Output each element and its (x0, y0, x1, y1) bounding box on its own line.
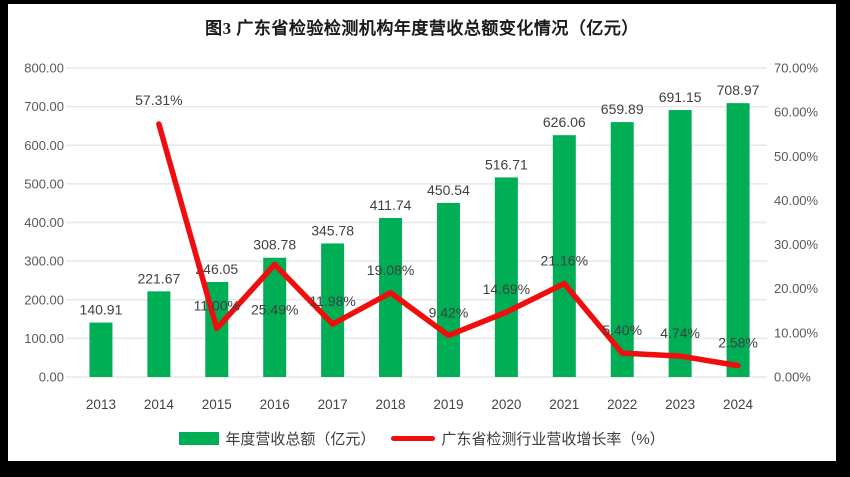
right-axis-tick-30: 30.00% (774, 237, 819, 252)
chart-title: 图3 广东省检验检测机构年度营收总额变化情况（亿元） (205, 19, 639, 38)
bar-2019 (436, 202, 460, 377)
x-label-2023: 2023 (665, 397, 695, 412)
right-axis-tick-70: 70.00% (774, 61, 819, 76)
bar-label-2022: 659.89 (601, 101, 644, 117)
growth-label-2019: 9.42% (429, 304, 469, 320)
x-label-2024: 2024 (723, 397, 754, 412)
legend-label-revenue: 年度营收总额（亿元） (225, 431, 376, 448)
left-axis-tick-200: 200.00 (24, 292, 64, 307)
bar-label-2019: 450.54 (427, 182, 470, 198)
growth-label-2017: 11.98% (309, 293, 355, 309)
legend-label-growth: 广东省检测行业营收增长率（%） (441, 431, 665, 448)
bar-2024 (726, 103, 750, 377)
x-label-2018: 2018 (376, 397, 406, 412)
right-axis-tick-50: 50.00% (774, 149, 819, 164)
bar-legend-swatch (179, 432, 220, 445)
left-axis-tick-600: 600.00 (24, 138, 64, 153)
growth-label-2022: 5.40% (602, 322, 642, 338)
growth-label-2024: 2.58% (718, 335, 758, 351)
bar-2016 (263, 257, 287, 377)
x-label-2021: 2021 (549, 397, 579, 412)
x-label-2017: 2017 (318, 397, 348, 412)
left-axis-tick-300: 300.00 (24, 254, 64, 269)
x-label-2020: 2020 (491, 397, 521, 412)
bar-2022 (610, 122, 634, 377)
bar-2018 (379, 217, 403, 377)
bar-label-2014: 221.67 (137, 270, 180, 286)
left-axis-tick-800: 800.00 (24, 61, 64, 76)
bar-label-2017: 345.78 (311, 222, 354, 238)
left-axis-tick-0: 0.00 (39, 370, 64, 385)
bar-2021 (552, 135, 576, 377)
bar-label-2021: 626.06 (543, 114, 586, 130)
growth-label-2023: 4.74% (660, 325, 700, 341)
chart-panel: 图3 广东省检验检测机构年度营收总额变化情况（亿元） 0.00 100.00 200… (8, 4, 836, 461)
bar-2017 (321, 243, 345, 377)
right-axis-tick-20: 20.00% (774, 281, 819, 296)
bar-2023 (668, 110, 692, 378)
bar-label-2024: 708.97 (717, 82, 760, 98)
right-axis-tick-10: 10.00% (774, 325, 819, 340)
growth-line (156, 121, 741, 369)
growth-label-2018: 19.08% (367, 262, 414, 278)
right-axis-tick-60: 60.00% (774, 105, 819, 120)
growth-label-2015: 11.00% (194, 297, 240, 313)
left-axis-tick-100: 100.00 (24, 331, 64, 346)
left-axis-tick-400: 400.00 (24, 215, 64, 230)
x-label-2014: 2014 (144, 397, 175, 412)
growth-label-2020: 14.69% (483, 281, 530, 297)
bar-label-2013: 140.91 (80, 302, 123, 318)
x-label-2015: 2015 (202, 397, 232, 412)
legend-item-revenue: 年度营收总额（亿元） (179, 428, 375, 449)
x-label-2013: 2013 (86, 397, 116, 412)
left-axis-tick-700: 700.00 (24, 99, 64, 114)
growth-label-2016: 25.49% (251, 301, 298, 317)
right-axis-tick-40: 40.00% (774, 193, 819, 208)
bar-2014 (147, 291, 171, 377)
bar-2013 (89, 322, 113, 377)
chart-canvas: 0.00 100.00 200.00 300.00 400.00 500.00 600.00… (24, 61, 819, 413)
legend-item-growth: 广东省检测行业营收增长率（%） (391, 428, 665, 449)
x-label-2022: 2022 (607, 397, 637, 412)
bar-2020 (494, 177, 518, 377)
bar-label-2015: 246.05 (195, 261, 238, 277)
x-label-2019: 2019 (433, 397, 463, 412)
left-axis-tick-500: 500.00 (24, 176, 64, 191)
bar-label-2020: 516.71 (485, 156, 528, 172)
right-axis-tick-0: 0.00% (774, 370, 811, 385)
x-label-2016: 2016 (260, 397, 290, 412)
bar-label-2018: 411.74 (370, 197, 412, 213)
line-legend-swatch (391, 436, 436, 441)
growth-label-2014: 57.31% (135, 92, 182, 108)
chart-legend: 年度营收总额（亿元） 广东省检测行业营收增长率（%） (8, 428, 836, 449)
bar-label-2016: 308.78 (253, 237, 296, 253)
growth-label-2021: 21.16% (541, 253, 588, 269)
bar-label-2023: 691.15 (659, 89, 702, 105)
